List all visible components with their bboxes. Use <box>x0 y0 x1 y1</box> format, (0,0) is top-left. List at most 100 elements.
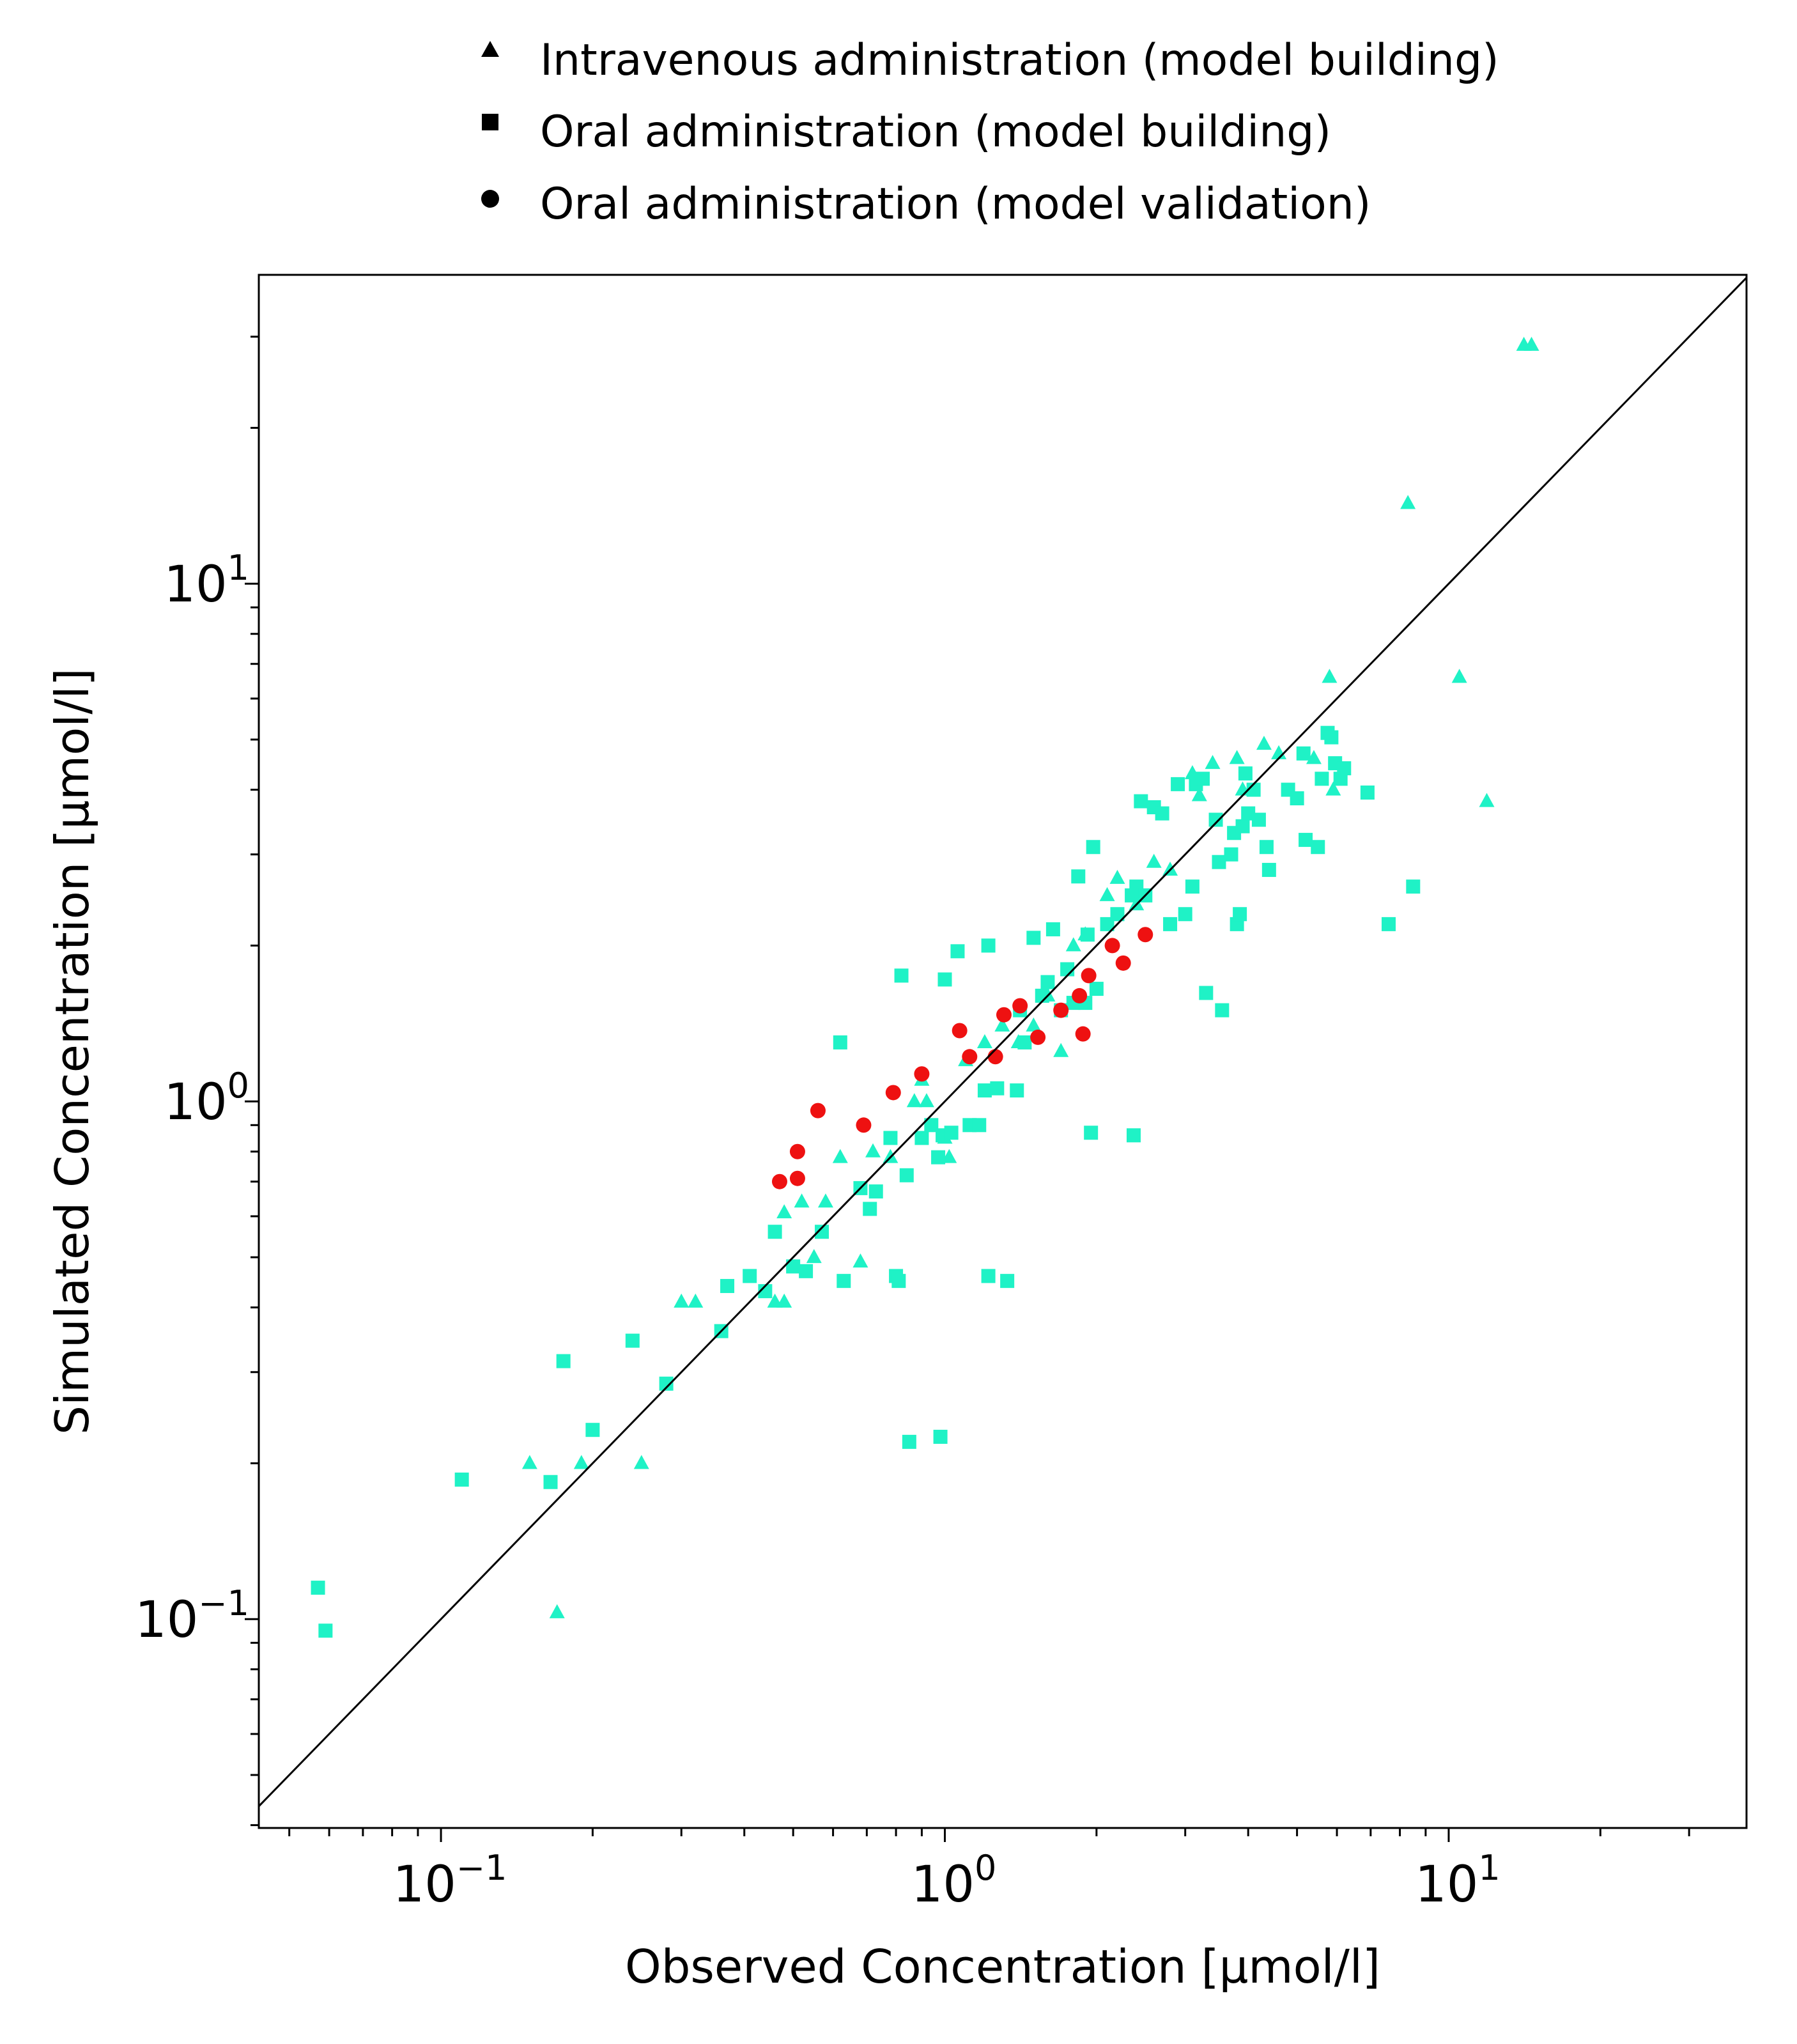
point-triangle <box>1026 1017 1042 1032</box>
point-square <box>1290 791 1304 806</box>
legend-triangle-icon <box>481 41 499 57</box>
point-square <box>1199 986 1214 1000</box>
point-square <box>931 1150 946 1165</box>
point-triangle <box>1479 793 1495 807</box>
point-square <box>972 1118 987 1133</box>
point-triangle <box>674 1293 690 1308</box>
point-square <box>1311 840 1325 855</box>
point-square <box>937 972 952 987</box>
point-square <box>1360 786 1375 800</box>
point-square <box>837 1274 851 1289</box>
point-triangle <box>573 1455 589 1469</box>
point-square <box>1238 766 1253 781</box>
y-tick-label: 101 <box>164 548 249 614</box>
x-tick-label: 101 <box>1415 1848 1500 1914</box>
point-square <box>767 1225 782 1239</box>
point-square <box>868 1184 883 1199</box>
point-circle <box>1072 987 1088 1003</box>
point-triangle <box>549 1604 565 1618</box>
point-circle <box>914 1066 930 1082</box>
point-circle <box>1075 1026 1091 1042</box>
point-triangle <box>1099 887 1115 901</box>
point-circle <box>1030 1029 1046 1045</box>
data-points <box>311 336 1539 1638</box>
point-triangle <box>1256 736 1272 750</box>
point-triangle <box>794 1193 810 1208</box>
point-square <box>950 944 965 959</box>
y-tick-label: 10−1 <box>135 1583 249 1649</box>
point-circle <box>789 1170 805 1186</box>
x-axis-ticks: 10−1 100 101 <box>288 1828 1690 1914</box>
y-tick-label: 100 <box>164 1065 249 1131</box>
point-triangle <box>865 1143 881 1157</box>
point-triangle <box>688 1293 704 1308</box>
point-triangle <box>633 1455 649 1469</box>
point-square <box>1235 819 1250 833</box>
point-square <box>556 1354 571 1368</box>
point-square <box>625 1333 640 1348</box>
point-circle <box>1115 955 1131 971</box>
point-square <box>1324 730 1339 745</box>
point-triangle <box>817 1193 833 1208</box>
point-triangle <box>906 1093 922 1108</box>
point-square <box>1208 812 1223 827</box>
point-triangle <box>1065 937 1081 952</box>
point-triangle <box>1053 1042 1069 1057</box>
point-square <box>1224 847 1238 862</box>
identity-line <box>259 277 1747 1808</box>
point-square <box>543 1475 558 1489</box>
legend-label-oral-building: Oral administration (model building) <box>540 107 1331 157</box>
point-triangle <box>976 1034 992 1048</box>
point-square <box>1296 746 1311 761</box>
point-square <box>924 1118 939 1133</box>
point-square <box>1215 1003 1230 1018</box>
point-square <box>899 1168 914 1182</box>
point-square <box>1233 907 1247 922</box>
point-triangle <box>1322 669 1338 683</box>
point-square <box>883 1131 898 1145</box>
point-square <box>815 1225 829 1239</box>
point-square <box>743 1269 757 1283</box>
point-triangle <box>1191 787 1207 801</box>
point-square <box>1086 840 1100 855</box>
point-square <box>1040 975 1055 989</box>
point-square <box>894 968 909 983</box>
plot-area-frame <box>258 274 1748 1829</box>
point-square <box>318 1623 333 1638</box>
point-square <box>786 1259 801 1274</box>
x-tick-label: 100 <box>911 1848 997 1914</box>
point-square <box>1163 917 1178 931</box>
point-triangle <box>918 1093 934 1108</box>
point-square <box>914 1131 929 1145</box>
point-circle <box>1053 1002 1069 1018</box>
point-triangle <box>521 1455 537 1469</box>
point-square <box>1212 855 1226 869</box>
point-triangle <box>1229 750 1245 764</box>
point-square <box>1196 771 1210 786</box>
point-square <box>1299 833 1313 848</box>
point-square <box>1241 806 1256 821</box>
point-circle <box>1081 968 1097 984</box>
point-square <box>1155 806 1169 821</box>
x-axis-label: Observed Concentration [µmol/l] <box>625 1940 1380 1994</box>
point-square <box>659 1376 674 1391</box>
point-square <box>1134 794 1148 809</box>
point-circle <box>996 1007 1012 1023</box>
point-square <box>1110 907 1125 922</box>
point-circle <box>962 1049 978 1065</box>
point-square <box>977 1083 992 1098</box>
point-triangle <box>994 1017 1010 1032</box>
point-square <box>758 1284 773 1299</box>
point-square <box>1080 927 1095 942</box>
point-triangle <box>806 1249 822 1264</box>
point-triangle <box>776 1204 792 1219</box>
point-square <box>1261 863 1276 878</box>
legend-label-oral-validation: Oral administration (model validation) <box>540 179 1371 229</box>
point-square <box>1178 907 1192 922</box>
point-triangle <box>1306 750 1322 764</box>
point-square <box>311 1581 325 1595</box>
point-square <box>585 1423 600 1437</box>
point-square <box>1246 782 1261 797</box>
legend-label-intravenous: Intravenous administration (model buildi… <box>540 35 1499 86</box>
